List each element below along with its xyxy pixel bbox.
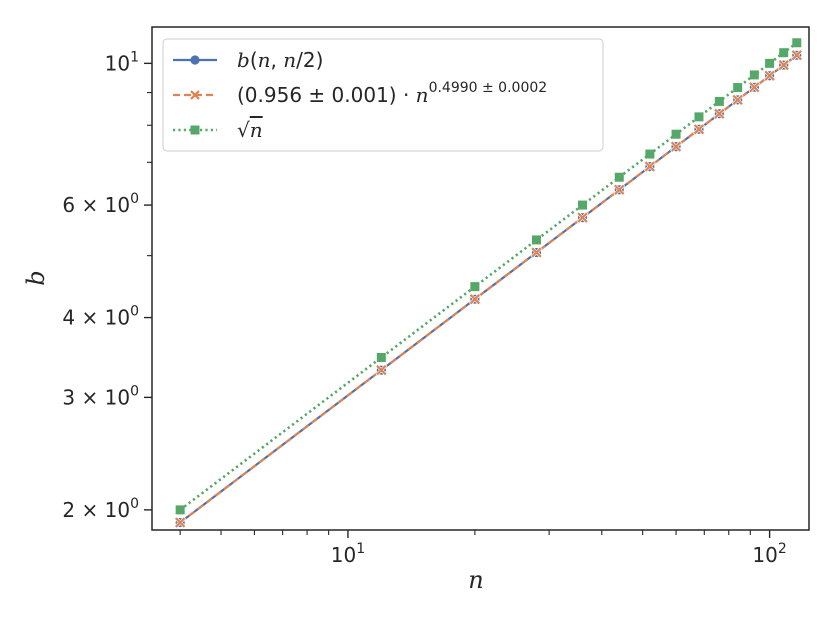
data-point — [531, 235, 541, 245]
legend-label-series-3: √n — [237, 118, 263, 142]
data-point — [530, 246, 543, 259]
data-point — [645, 149, 655, 159]
data-point — [749, 70, 759, 80]
data-point — [777, 59, 790, 72]
data-point — [613, 183, 626, 196]
y-tick-label: 3 × 100 — [62, 383, 139, 409]
x-tick-label: 102 — [752, 541, 786, 567]
data-point — [713, 107, 726, 120]
data-point — [790, 49, 803, 62]
y-axis-label: b — [22, 270, 50, 285]
data-point — [731, 93, 744, 106]
data-point — [748, 81, 761, 94]
data-point — [468, 293, 481, 306]
y-tick-label: 101 — [105, 49, 139, 75]
data-point — [763, 69, 776, 82]
data-point — [175, 505, 185, 515]
data-point — [670, 140, 683, 153]
data-point — [733, 83, 743, 93]
data-point — [792, 38, 802, 48]
data-point — [174, 516, 187, 529]
data-point — [643, 160, 656, 173]
data-point — [614, 172, 624, 182]
data-point — [765, 58, 775, 68]
legend-marker-series-3 — [190, 125, 200, 135]
y-tick-label: 2 × 100 — [62, 496, 139, 522]
legend-label-series-1: b(n, n/2) — [237, 48, 323, 72]
legend: b(n, n/2) (0.956 ± 0.001) · n0.4990 ± 0.… — [162, 38, 604, 152]
series-3 — [175, 38, 802, 515]
series-2 — [174, 49, 803, 529]
legend-marker-series-1 — [190, 55, 200, 65]
plot-frame — [151, 26, 810, 531]
y-tick-label: 6 × 100 — [62, 191, 139, 217]
data-point — [375, 364, 388, 377]
legend-label-series-2: (0.956 ± 0.001) · n0.4990 ± 0.0002 — [237, 80, 547, 107]
data-point — [671, 129, 681, 139]
legend-marker-series-2 — [190, 90, 200, 100]
legend-box — [162, 38, 604, 152]
data-point — [376, 352, 386, 362]
data-point — [694, 112, 704, 122]
x-tick-label: 101 — [331, 541, 365, 567]
data-point — [470, 282, 480, 292]
data-point — [576, 211, 589, 224]
data-point — [779, 48, 789, 58]
data-point — [692, 123, 706, 136]
axes-layer: 101 102 2 × 100 3 × 100 4 × 100 6 × 100 101 — [62, 49, 786, 567]
y-tick-label: 4 × 100 — [62, 304, 139, 330]
series-layer — [174, 38, 803, 529]
data-point — [578, 200, 588, 210]
x-axis-label: n — [468, 566, 483, 594]
data-point — [714, 96, 724, 106]
